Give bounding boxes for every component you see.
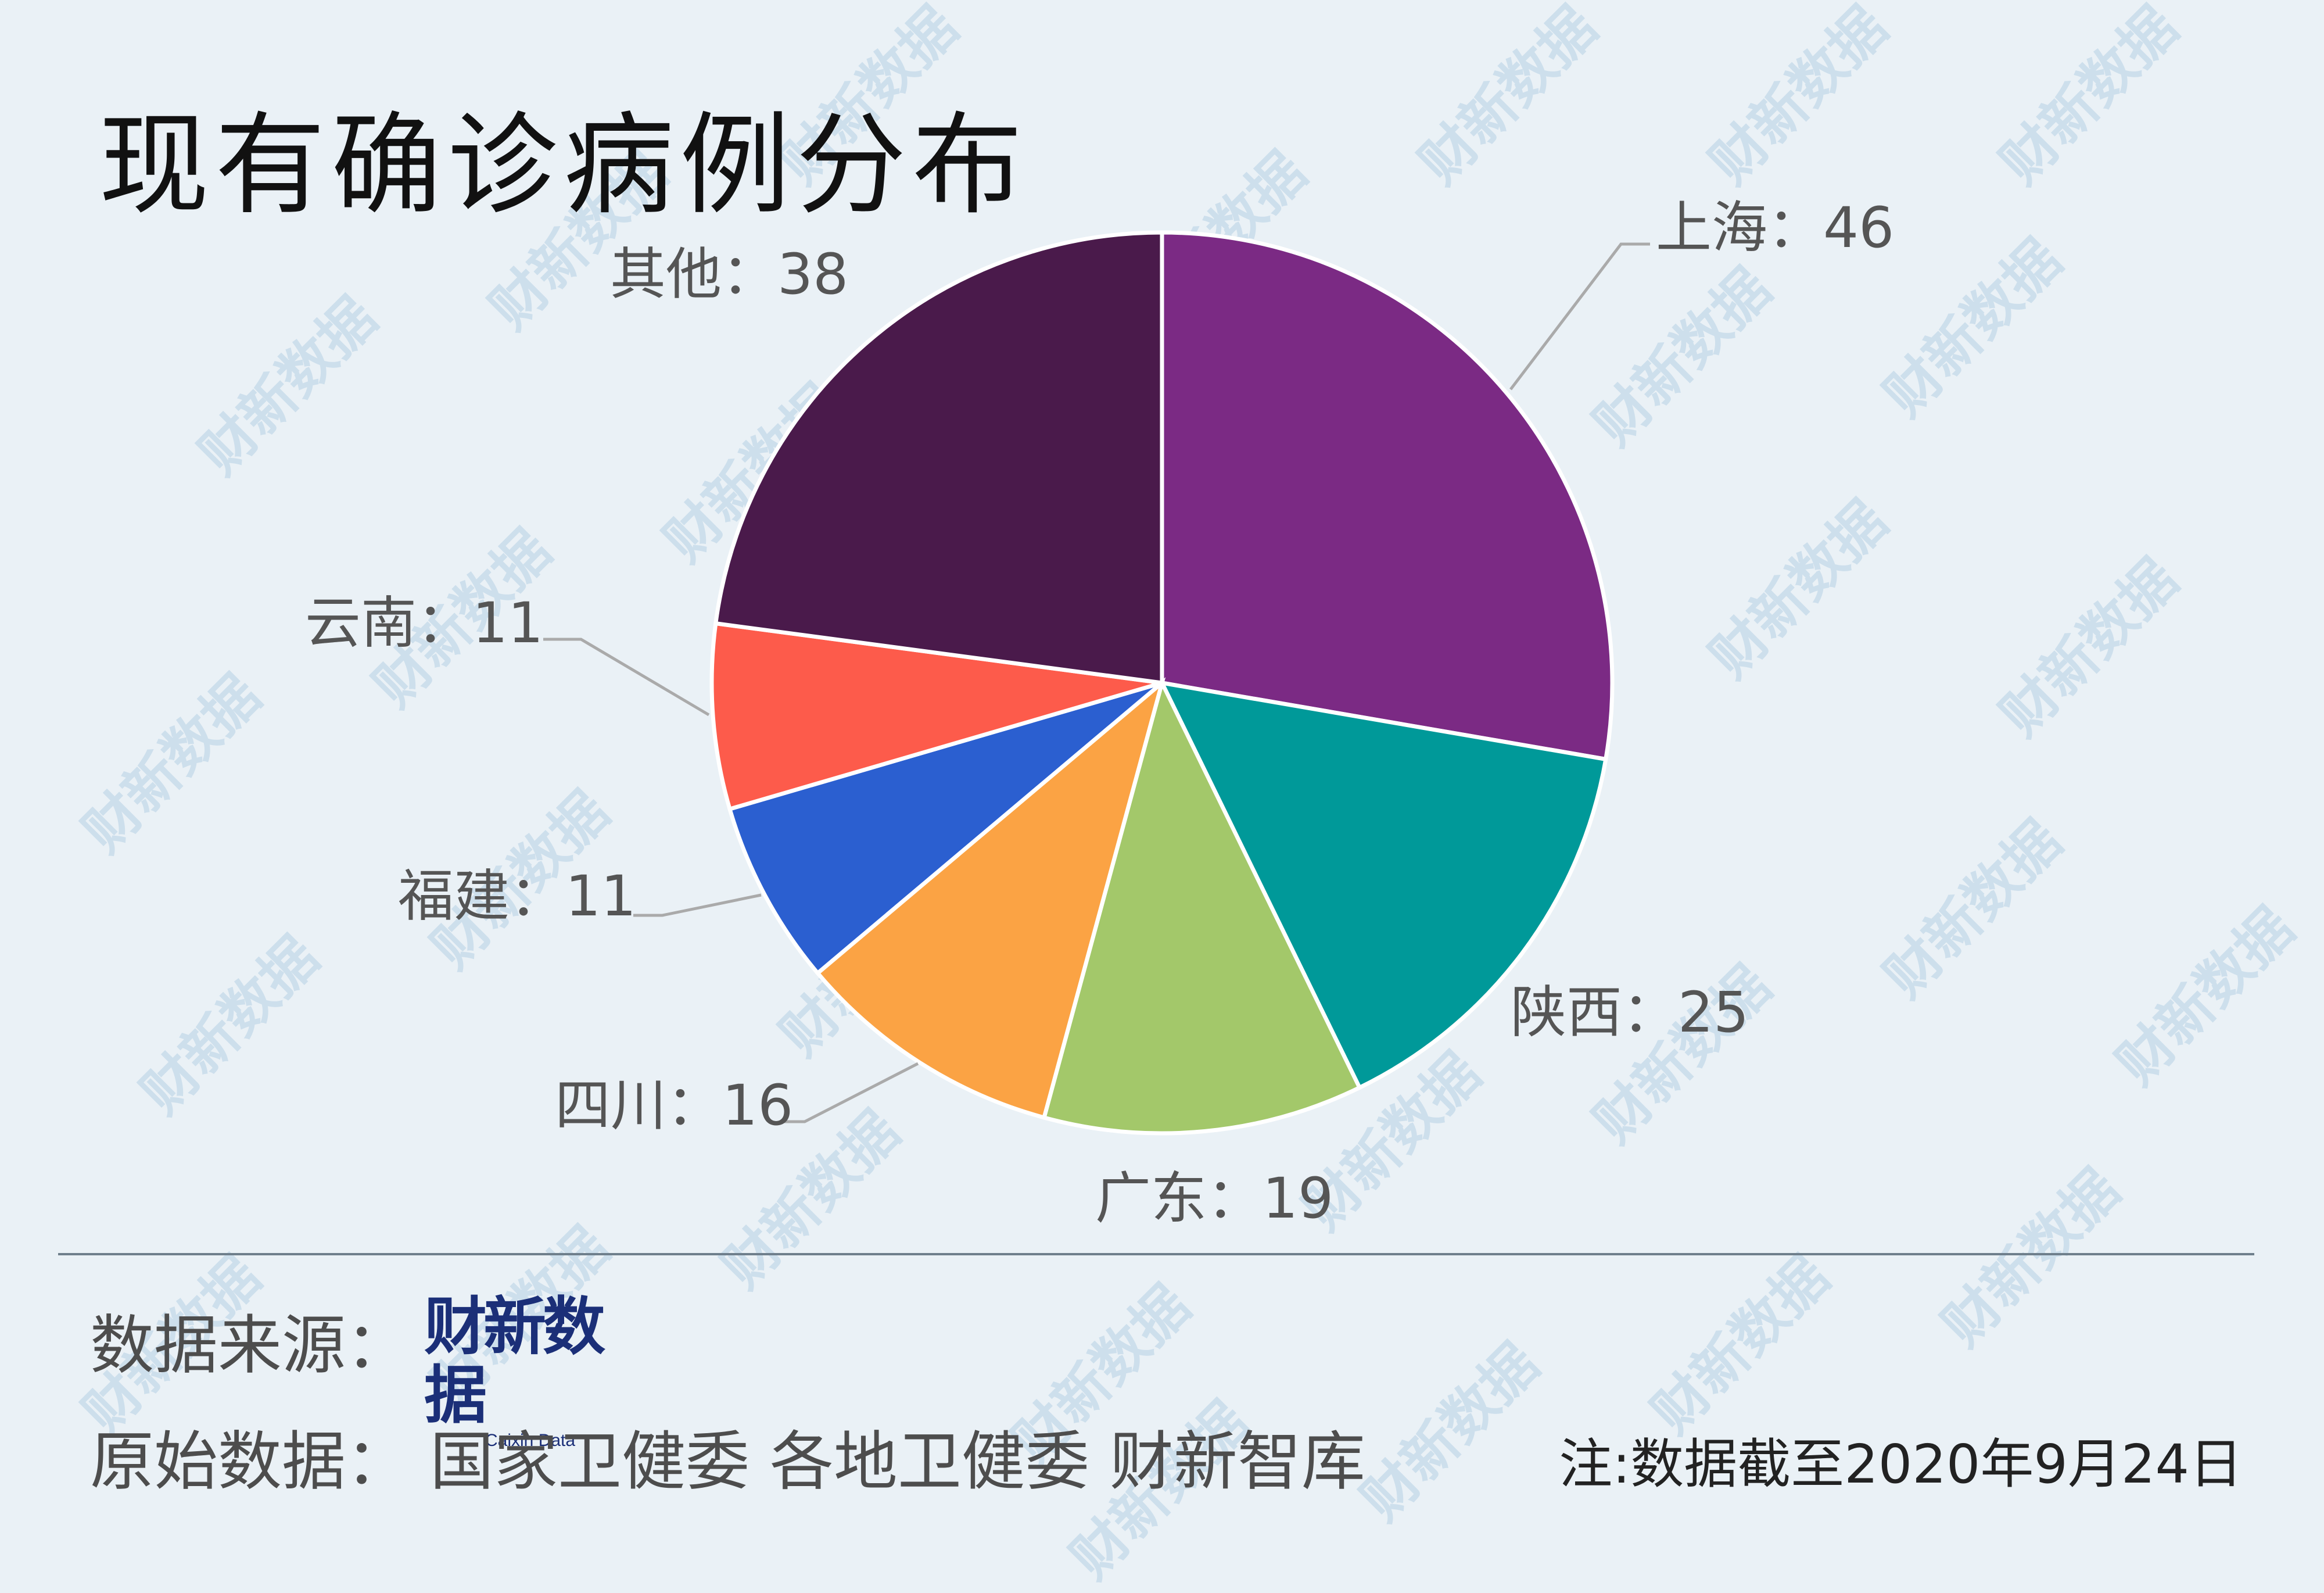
leader-line-3 xyxy=(784,1062,919,1123)
leader-line-5 xyxy=(543,638,710,717)
raw-data-sources: 原始数据： 国家卫健委 各地卫健委 财新智库 xyxy=(90,1424,1365,1499)
pie-slice-6 xyxy=(713,230,1164,685)
pie-slices xyxy=(709,230,1615,1136)
pie-slice-4 xyxy=(727,681,1164,976)
slice-label-0: 上海：46 xyxy=(1656,195,1894,260)
slice-label-6: 其他：38 xyxy=(610,242,848,307)
slice-label-5: 云南：11 xyxy=(305,590,543,656)
chart-title: 现有确诊病例分布 xyxy=(99,101,1029,230)
source-label: 数据来源： xyxy=(90,1308,410,1383)
slice-label-3: 四川：16 xyxy=(555,1073,793,1138)
logo-sub-text: Caixin Data xyxy=(485,1431,576,1450)
slice-label-1: 陕西：25 xyxy=(1511,980,1749,1045)
pie-slice-3 xyxy=(815,677,1166,1121)
leader-lines xyxy=(543,242,1650,1123)
slice-labels: 上海：46 陕西：25 广东：19 四川：16 福建：11 云南：11 其他：38 xyxy=(305,195,1894,1231)
data-date-note: 注:数据截至2020年9月24日 xyxy=(1559,1433,2243,1495)
slice-label-2: 广东：19 xyxy=(1095,1166,1333,1231)
footer-divider xyxy=(58,1253,2254,1255)
logo-main-text: 财新数据 xyxy=(424,1291,605,1432)
pie-slice-1 xyxy=(1158,680,1608,1091)
pie-slice-0 xyxy=(1160,230,1615,762)
leader-line-4 xyxy=(633,893,762,917)
slice-label-4: 福建：11 xyxy=(398,864,636,929)
pie-chart: 上海：46 陕西：25 广东：19 四川：16 福建：11 云南：11 其他：38 xyxy=(305,195,1894,1231)
leader-line-0 xyxy=(1509,242,1650,391)
pie-slice-2 xyxy=(1041,677,1362,1136)
caixin-data-logo: 财新数据 Caixin Data xyxy=(424,1293,657,1451)
